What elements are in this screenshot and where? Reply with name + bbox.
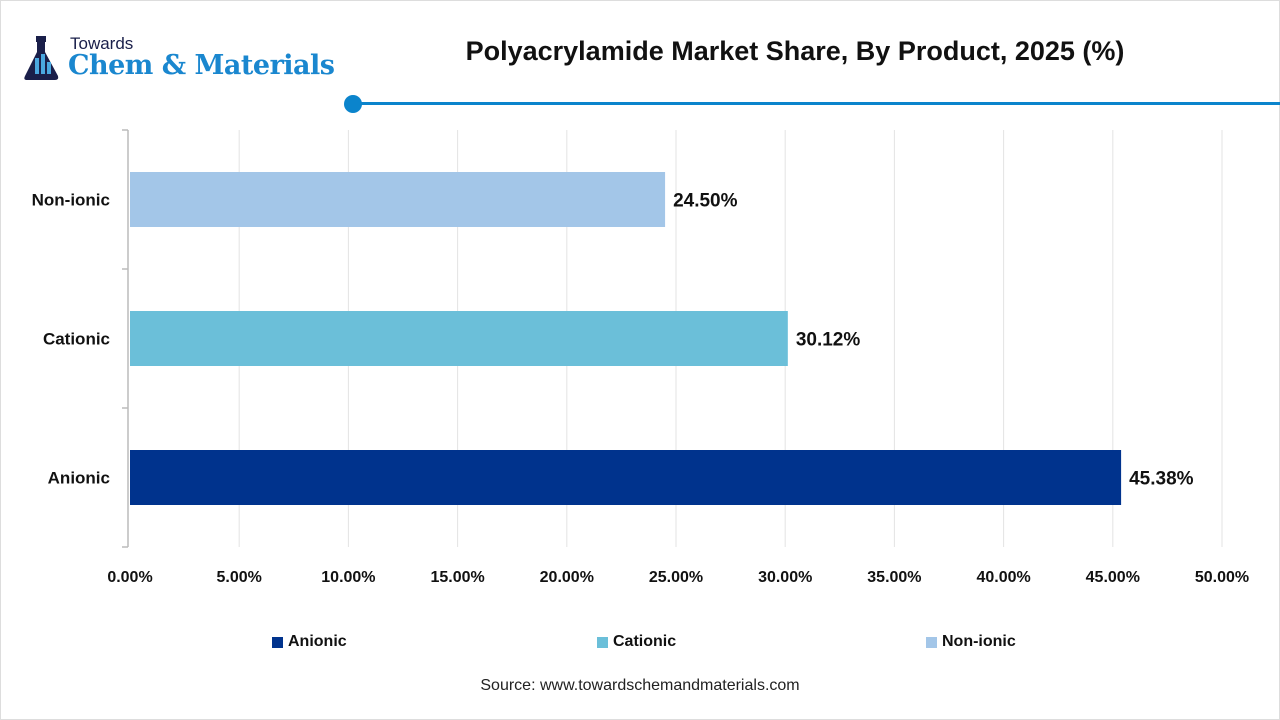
data-label: 45.38%: [1129, 469, 1194, 490]
legend-item-cationic: Cationic: [597, 633, 676, 651]
x-tick-label: 5.00%: [217, 569, 262, 586]
logo-towards: Towards: [70, 34, 134, 53]
legend-swatch: [926, 636, 937, 648]
x-tick-label: 30.00%: [758, 569, 812, 586]
title-rule-dot: [344, 95, 362, 113]
bar-chart: 0.00% 5.00% 10.00% 15.00% 20.00% 25.00% 30.00%…: [32, 129, 1249, 586]
x-tick-label: 25.00%: [649, 569, 703, 586]
y-category-label: Anionic: [48, 469, 110, 488]
chart-title: Polyacrylamide Market Share, By Product,…: [465, 36, 1125, 66]
title-rule: [360, 102, 1280, 105]
x-tick-label: 45.00%: [1086, 569, 1140, 586]
bar-non-ionic: [130, 172, 666, 227]
bar-cationic: [130, 311, 788, 366]
legend-item-anionic: Anionic: [272, 633, 347, 651]
x-tick-label: 20.00%: [540, 569, 594, 586]
data-label: 30.12%: [796, 330, 861, 351]
y-category-label: Non-ionic: [32, 191, 110, 210]
flask-icon: [24, 36, 59, 80]
bar-anionic: [130, 450, 1122, 505]
legend-label: Cationic: [613, 633, 677, 650]
y-category-label: Cationic: [43, 330, 110, 349]
legend-swatch: [597, 636, 608, 648]
logo-chem-materials: Chem & Materials: [68, 50, 335, 81]
x-tick-label: 40.00%: [976, 569, 1030, 586]
x-tick-label: 50.00%: [1195, 569, 1249, 586]
legend-swatch: [272, 636, 283, 648]
x-tick-label: 15.00%: [430, 569, 484, 586]
logo: Towards Chem & Materials: [22, 34, 342, 84]
source-text: Source: www.towardschemandmaterials.com: [480, 677, 800, 694]
legend-label: Anionic: [288, 633, 347, 650]
x-tick-label: 10.00%: [321, 569, 375, 586]
data-label: 24.50%: [673, 191, 738, 212]
legend-item-non-ionic: Non-ionic: [926, 633, 1016, 651]
x-tick-label: 0.00%: [107, 569, 152, 586]
legend-label: Non-ionic: [942, 633, 1016, 650]
x-tick-label: 35.00%: [867, 569, 921, 586]
